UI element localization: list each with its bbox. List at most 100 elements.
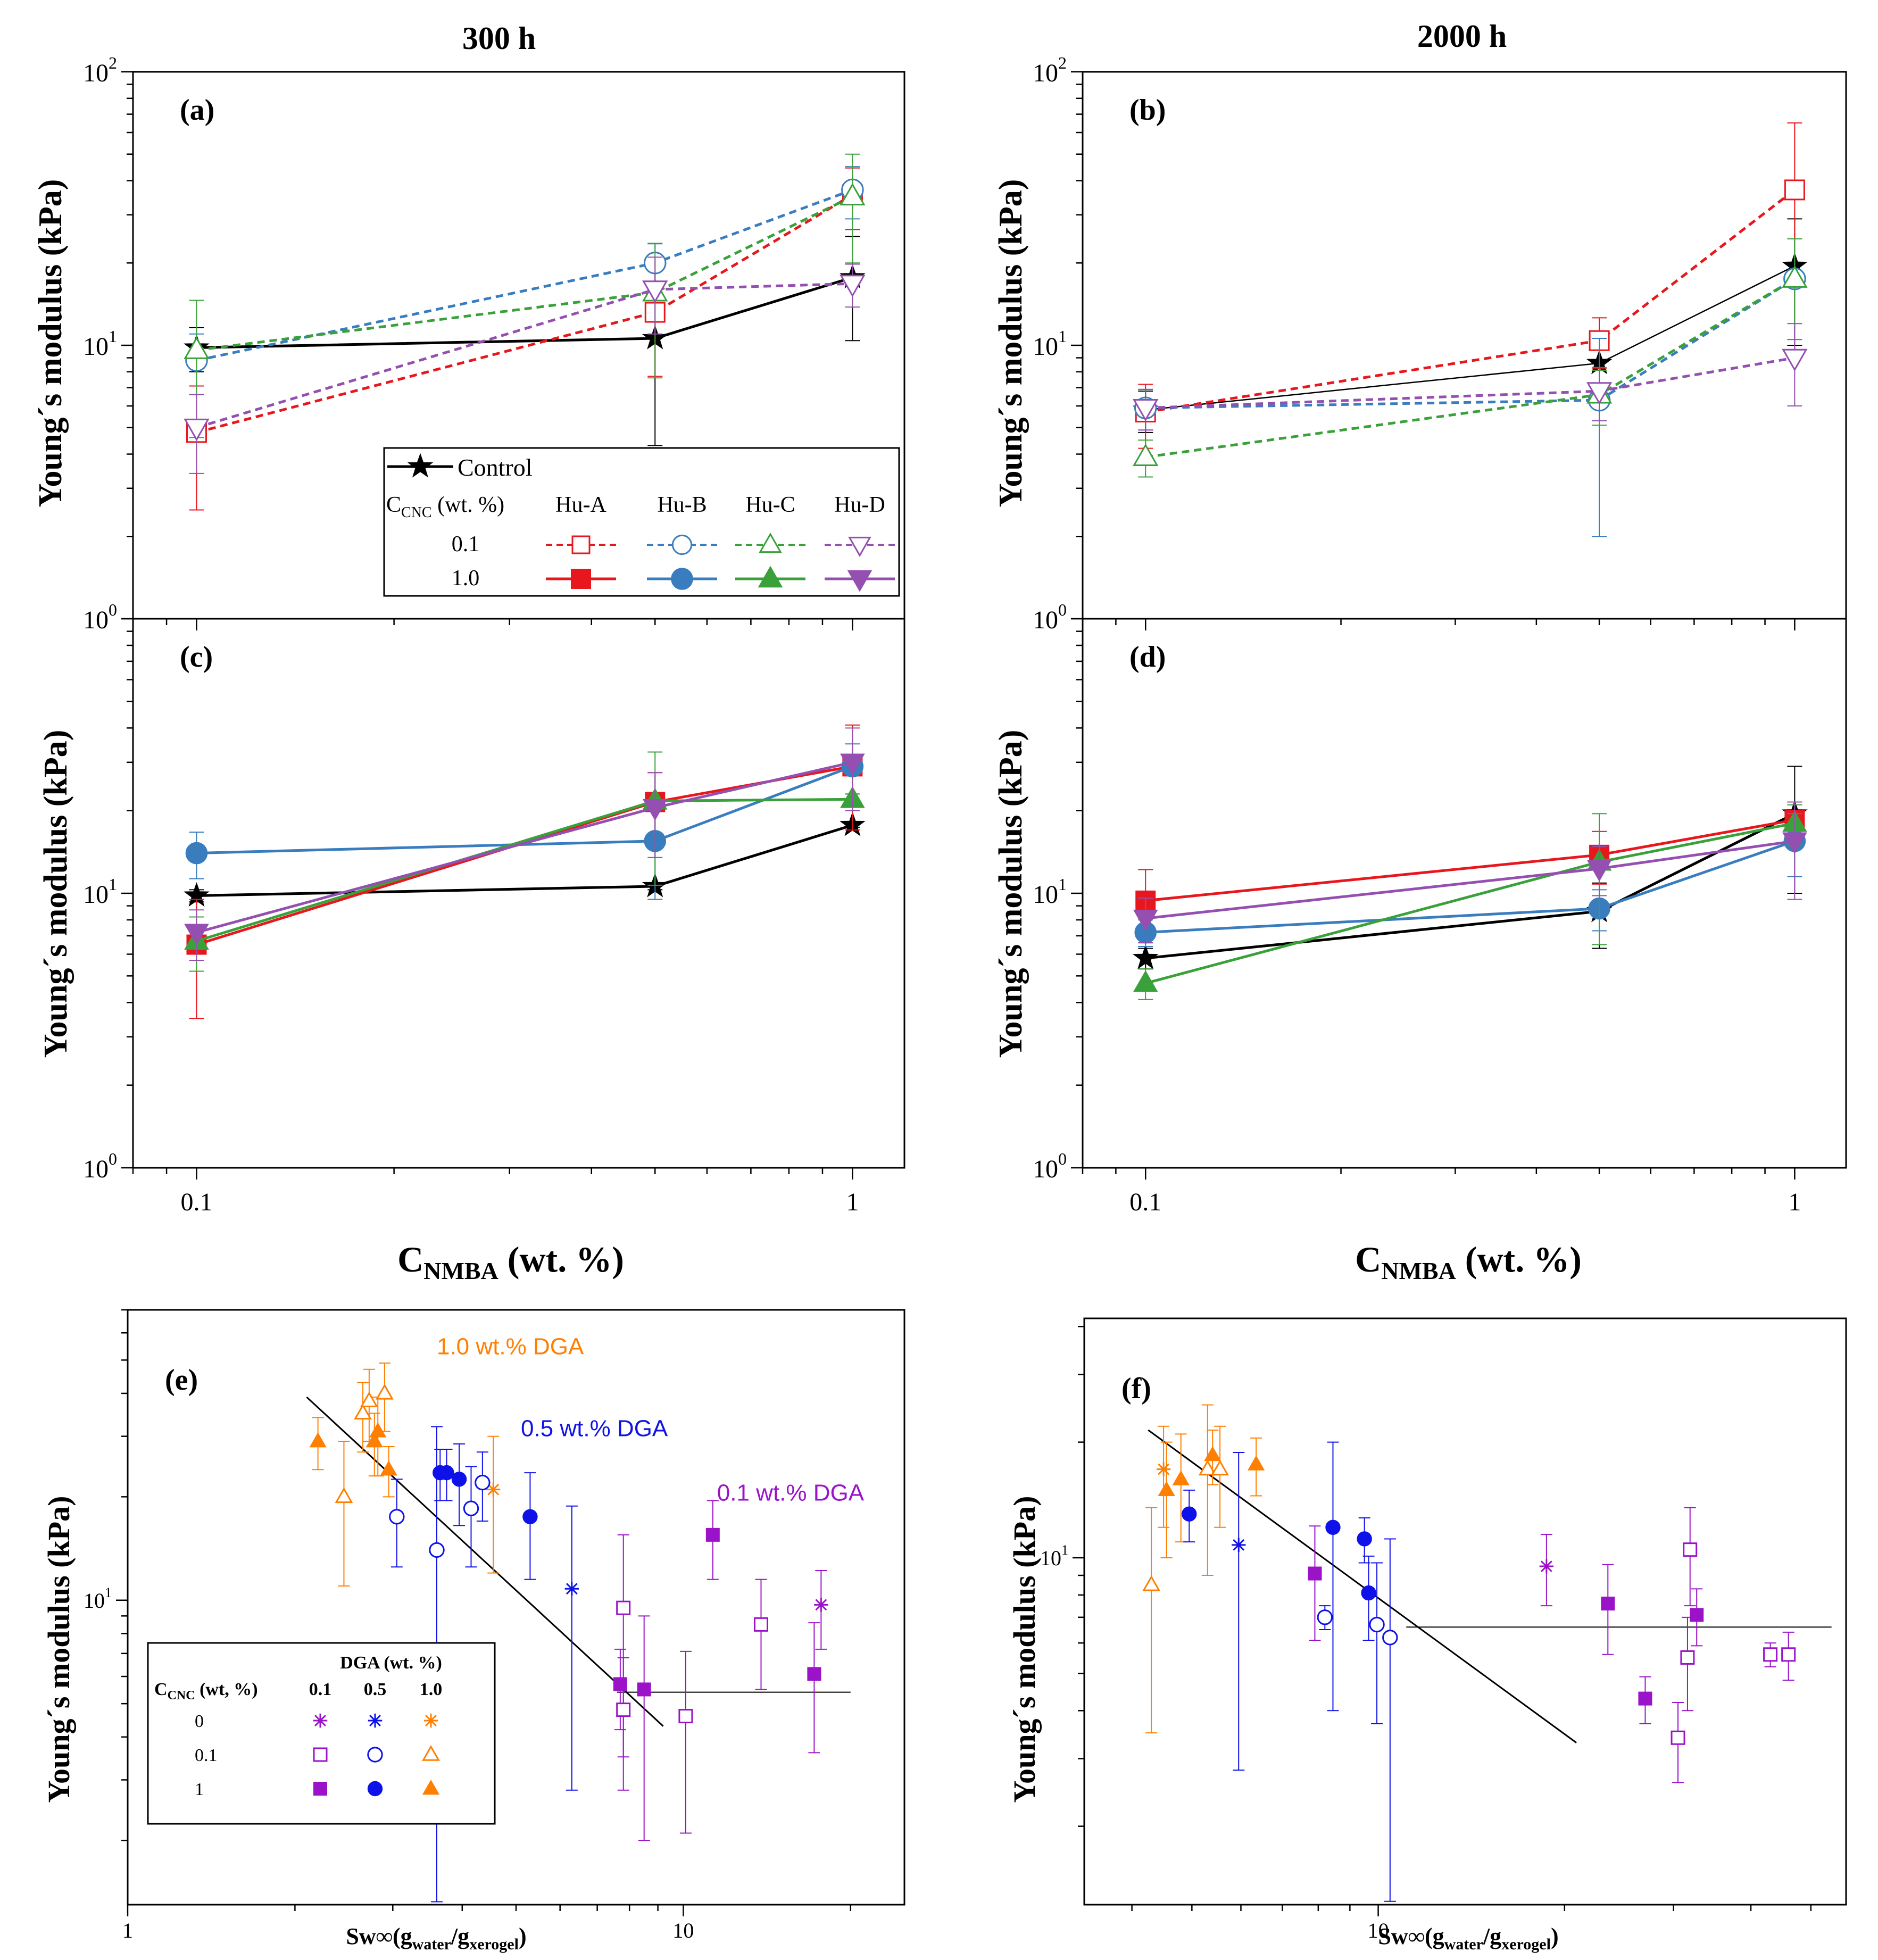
data-point (1539, 1559, 1554, 1574)
legend-e-symbol-dga01-cnc-1 (313, 1782, 327, 1796)
legend-marker-hu-c-1-0 (758, 566, 783, 588)
scatter-point-f (1638, 1676, 1652, 1724)
y-tick-label-f: 101 (1040, 1542, 1068, 1570)
legend-col-hu-d: Hu-D (834, 493, 885, 517)
legend-e-symbol-dga01-cnc-0 (313, 1713, 328, 1728)
series-c-hu-d-1-0 (184, 727, 865, 961)
series-c-hu-c-1-0 (184, 751, 865, 972)
series-b-control (1132, 218, 1808, 433)
x-tick-label-c: 1 (846, 1188, 859, 1216)
series-line (1145, 277, 1796, 459)
scatter-point-f (1317, 1605, 1333, 1631)
legend-control-marker (407, 453, 434, 478)
scatter-point-f (1680, 1616, 1695, 1712)
data-point (1357, 1531, 1372, 1547)
column-title-300h: 300 h (462, 21, 536, 56)
legend-e-row-1: 1 (195, 1780, 204, 1799)
panel-label-d: (d) (1129, 641, 1166, 674)
scatter-point-e (807, 1622, 821, 1754)
scatter-point-f (1361, 1555, 1376, 1641)
scatter-point-e (309, 1417, 327, 1471)
scatter-point-f (1158, 1441, 1175, 1558)
data-point (642, 280, 668, 303)
legend-col-hu-c: Hu-C (745, 493, 795, 517)
data-point (335, 1487, 353, 1504)
scatter-point-e (335, 1441, 353, 1587)
plot-frame-d (1082, 618, 1847, 1169)
series-line (196, 824, 853, 897)
data-point (1133, 443, 1159, 466)
ylabel-c: Young´s modulus (kPa) (38, 730, 74, 1058)
series-line (1145, 821, 1795, 985)
data-point (1782, 348, 1808, 372)
data-point (1782, 265, 1808, 288)
panel-d-chart: 100 101 0.1 1 (d) (1033, 618, 1847, 1216)
legend-e-symbol-dga05-cnc-0 (368, 1713, 383, 1728)
legend-col-hu-a: Hu-A (555, 493, 606, 517)
y-tick-label-d: 101 (1033, 875, 1067, 909)
legend-a-box (383, 447, 900, 597)
data-point (1182, 1506, 1197, 1522)
series-line (1145, 277, 1796, 410)
panel-b-chart: 100 101 102 (b) (1033, 53, 1847, 634)
series-c-control (184, 811, 866, 907)
data-point (1158, 1481, 1175, 1497)
scatter-point-e (637, 1615, 651, 1841)
annotation-e: 0.1 wt.% DGA (717, 1480, 865, 1506)
legend-row-1-0: 1.0 (452, 566, 480, 591)
data-point (1671, 1730, 1685, 1745)
x-tick-label-e: 1 (122, 1919, 133, 1942)
scatter-point-e (705, 1500, 720, 1580)
data-point (184, 336, 210, 359)
panel-label-e: (e) (165, 1364, 198, 1397)
series-line (1145, 840, 1795, 920)
data-point (1382, 1630, 1398, 1646)
data-point (1232, 1538, 1246, 1552)
y-tick-label-b: 102 (1033, 53, 1067, 87)
x-tick-label-f: 10 (1368, 1919, 1389, 1942)
scatter-point-e (613, 1648, 627, 1731)
series-b-hu-c-0-1 (1133, 238, 1808, 478)
scatter-point-f (1232, 1452, 1246, 1771)
series-line (196, 195, 853, 352)
scatter-point-f (1247, 1437, 1265, 1497)
x-tick-label-d: 1 (1788, 1188, 1801, 1216)
legend-e-symbol-dga10-cnc-1 (422, 1779, 440, 1795)
series-line (1145, 188, 1796, 413)
scatter-point-f (1182, 1489, 1197, 1543)
legend-e-col-0-5: 0.5 (364, 1680, 387, 1699)
legend-panel-e: DGA (wt. %) CCNC (wt, %) 0.1 0.5 1.0 0 0… (147, 1642, 496, 1825)
scatter-point-e (678, 1650, 693, 1834)
column-title-2000h: 2000 h (1417, 19, 1507, 54)
data-point (814, 1598, 828, 1612)
series-line (1145, 812, 1796, 960)
legend-e-symbol-dga10-cnc-0-1 (422, 1745, 440, 1761)
series-line (196, 798, 853, 943)
scatter-point-f (1539, 1534, 1554, 1607)
scatter-point-e (814, 1570, 828, 1650)
x-tick-label-e: 10 (672, 1919, 694, 1942)
data-point (1690, 1608, 1704, 1622)
panel-label-b: (b) (1129, 94, 1166, 127)
legend-marker-hu-b-1-0 (671, 568, 693, 590)
series-d-hu-c-1-0 (1133, 804, 1807, 1000)
series-a-hu-c-0-1 (184, 153, 866, 438)
scatter-point-e (451, 1443, 467, 1526)
series-line (196, 188, 853, 362)
data-point (1361, 1585, 1376, 1601)
data-point (642, 799, 668, 821)
scatter-point-e (380, 1446, 397, 1498)
scatter-point-f (1763, 1642, 1778, 1668)
xlabel-left-bottom: Sw∞(gwater/gxerogel) (346, 1923, 526, 1953)
legend-e-row-0-1: 0.1 (195, 1746, 218, 1765)
scatter-point-e (354, 1382, 372, 1453)
series-line (1145, 818, 1795, 902)
data-point (451, 1472, 467, 1487)
y-tick-label-c: 100 (83, 1149, 117, 1183)
plot-frame-b (1082, 71, 1847, 620)
scatter-point-f (1671, 1701, 1685, 1783)
series-b-hu-a-0-1 (1135, 122, 1805, 449)
scatter-point-e (616, 1534, 631, 1758)
legend-col-hu-b: Hu-B (657, 493, 707, 517)
data-point (1172, 1470, 1190, 1485)
